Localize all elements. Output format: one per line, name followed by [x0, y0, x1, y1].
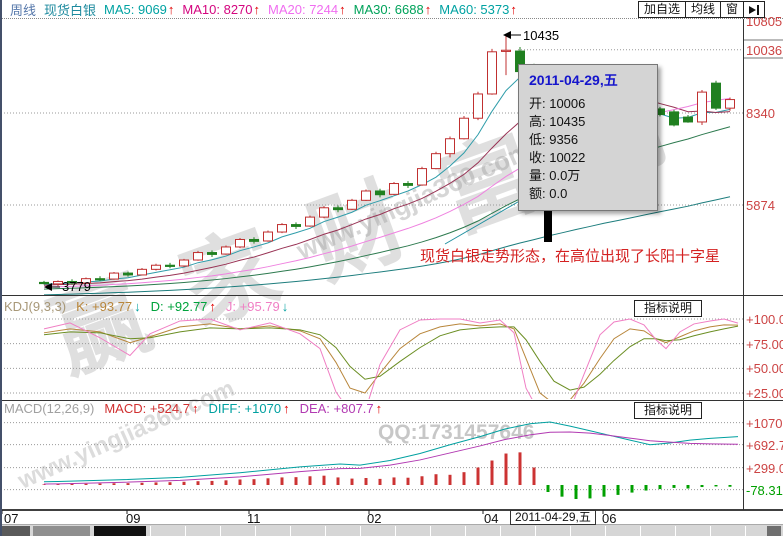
macd-indicator-help-button[interactable]: 指标说明: [634, 402, 703, 419]
selected-date-box: 2011-04-29,五: [510, 510, 596, 525]
indicator-value: MACD: +524.7: [104, 401, 190, 416]
scrollbar-divider: [360, 526, 361, 536]
scrollbar-divider: [290, 526, 291, 536]
add-watchlist-button[interactable]: 加自选: [637, 1, 686, 18]
indicator-value: DEA: +807.7: [299, 401, 374, 416]
tooltip-date: 2011-04-29,五: [529, 72, 618, 88]
macd-axis-label: -78.31: [746, 482, 783, 498]
scrollbar-divider: [395, 526, 396, 536]
arrow-right-icon: [749, 5, 756, 14]
tooltip-row: 额: 0.0: [529, 186, 568, 201]
collapse-panel-button[interactable]: [743, 1, 765, 18]
scrollbar-divider: [500, 526, 501, 536]
period-label[interactable]: 周线: [10, 2, 37, 18]
scrollbar-divider: [150, 526, 151, 536]
scrollbar-divider: [535, 526, 536, 536]
low-price-label: 3779: [62, 279, 91, 294]
down-arrow-icon: ↓: [134, 299, 141, 314]
peak-price-label: 10435: [523, 28, 560, 43]
indicator-value: J: +95.79: [225, 299, 280, 314]
macd-axis-label: +1070: [746, 415, 783, 431]
x-axis-label: 11: [247, 511, 261, 526]
kdj-values: K: +93.77 ↓ D: +92.77 ↑ J: +95.79 ↓: [76, 299, 298, 314]
ma-item: MA5: 9069: [104, 1, 167, 17]
scrollbar-divider: [185, 526, 186, 536]
scrollbar-segment[interactable]: [33, 526, 90, 536]
window-edge: [0, 0, 2, 536]
indicator-value: K: +93.77: [76, 299, 133, 314]
up-arrow-icon: ↑: [283, 401, 290, 416]
scrollbar-divider: [325, 526, 326, 536]
kdj-indicator-help-button[interactable]: 指标说明: [634, 300, 703, 317]
up-arrow-icon: ↑: [209, 299, 216, 314]
ma-values: MA5: 9069↑ MA10: 8270↑ MA20: 7244↑ MA30: 66…: [96, 2, 517, 17]
up-arrow-icon: ↑: [253, 1, 261, 17]
kdj-title[interactable]: KDJ(9,3,3): [4, 299, 67, 314]
scrollbar-divider: [465, 526, 466, 536]
tooltip-rows: 开: 10006 高: 10435 低: 9356 收: 10022 量: 0.0万 额:…: [529, 95, 647, 203]
x-axis-label: 02: [367, 511, 382, 526]
up-arrow-icon: ↑: [510, 1, 517, 17]
scrollbar-segment[interactable]: [1, 526, 30, 536]
macd-title[interactable]: MACD(12,26,9): [4, 401, 95, 416]
analysis-note: 现货白银走势形态，在高位出现了长阳十字星: [420, 248, 721, 265]
ma-item: MA20: 7244: [268, 1, 339, 17]
up-arrow-icon: ↑: [191, 401, 199, 416]
scrollbar-divider: [430, 526, 431, 536]
scrollbar-divider: [640, 526, 641, 536]
ma-item: MA10: 8270: [182, 1, 253, 17]
window-button[interactable]: 窗: [719, 1, 744, 18]
x-axis-label: 07: [4, 511, 19, 526]
up-arrow-icon: ↑: [375, 401, 383, 416]
scrollbar-divider: [570, 526, 571, 536]
up-arrow-icon: ↑: [339, 1, 346, 17]
up-arrow-icon: ↑: [424, 1, 432, 17]
tooltip-row: 低: 9356: [529, 132, 579, 147]
kdj-axis-label: +25.00: [746, 386, 783, 402]
macd-values: MACD: +524.7 ↑ DIFF: +1070 ↑ DEA: +807.7 ↑: [104, 401, 392, 416]
header-bar: 周线 现货白银 MA5: 9069↑ MA10: 8270↑ MA20: 7244↑…: [2, 0, 783, 19]
macd-axis-label: +692.7: [746, 437, 783, 453]
scrollbar-divider: [710, 526, 711, 536]
bar-icon: [757, 4, 759, 15]
scrollbar-divider: [255, 526, 256, 536]
ma-item: MA60: 5373: [439, 1, 510, 17]
price-axis-label: 5874: [746, 198, 775, 213]
x-axis-label: 04: [484, 511, 499, 526]
ma-settings-button[interactable]: 均线: [684, 1, 721, 18]
scrollbar-segment[interactable]: [94, 526, 146, 536]
scrollbar-thumb[interactable]: [767, 526, 781, 536]
ma-item: MA30: 6688: [353, 1, 424, 17]
indicator-value: DIFF: +1070: [208, 401, 282, 416]
kdj-axis-label: +50.00: [746, 361, 783, 377]
scrollbar-divider: [605, 526, 606, 536]
down-arrow-icon: ↓: [281, 299, 289, 314]
horizontal-scrollbar[interactable]: [0, 524, 783, 536]
price-axis-label: 8340: [746, 106, 775, 121]
x-axis-label: 06: [602, 511, 617, 526]
scrollbar-divider: [220, 526, 221, 536]
kdj-axis-label: +100.0: [746, 312, 783, 327]
tooltip-row: 收: 10022: [529, 150, 586, 165]
tooltip-row: 高: 10435: [529, 114, 586, 129]
kdj-header: KDJ(9,3,3) K: +93.77 ↓ D: +92.77 ↑ J: +95.79…: [4, 299, 298, 314]
tooltip-row: 开: 10006: [529, 96, 586, 111]
candle-tooltip: 2011-04-29,五 开: 10006 高: 10435 低: 9356 收: 1…: [518, 64, 658, 211]
tooltip-row: 量: 0.0万: [529, 168, 581, 183]
x-axis-label: 09: [126, 511, 141, 526]
macd-header: MACD(12,26,9) MACD: +524.7 ↑ DIFF: +1070 ↑ D…: [4, 401, 392, 416]
macd-axis-label: +299.0: [746, 460, 783, 476]
price-axis-label: 10036: [746, 42, 783, 58]
scrollbar-divider: [745, 526, 746, 536]
indicator-value: D: +92.77: [150, 299, 208, 314]
up-arrow-icon: ↑: [167, 1, 175, 17]
scrollbar-divider: [675, 526, 676, 536]
kdj-axis-label: +75.00: [746, 336, 783, 352]
toolbar-buttons: 加自选 均线 窗: [637, 1, 765, 18]
symbol-label[interactable]: 现货白银: [44, 2, 97, 18]
